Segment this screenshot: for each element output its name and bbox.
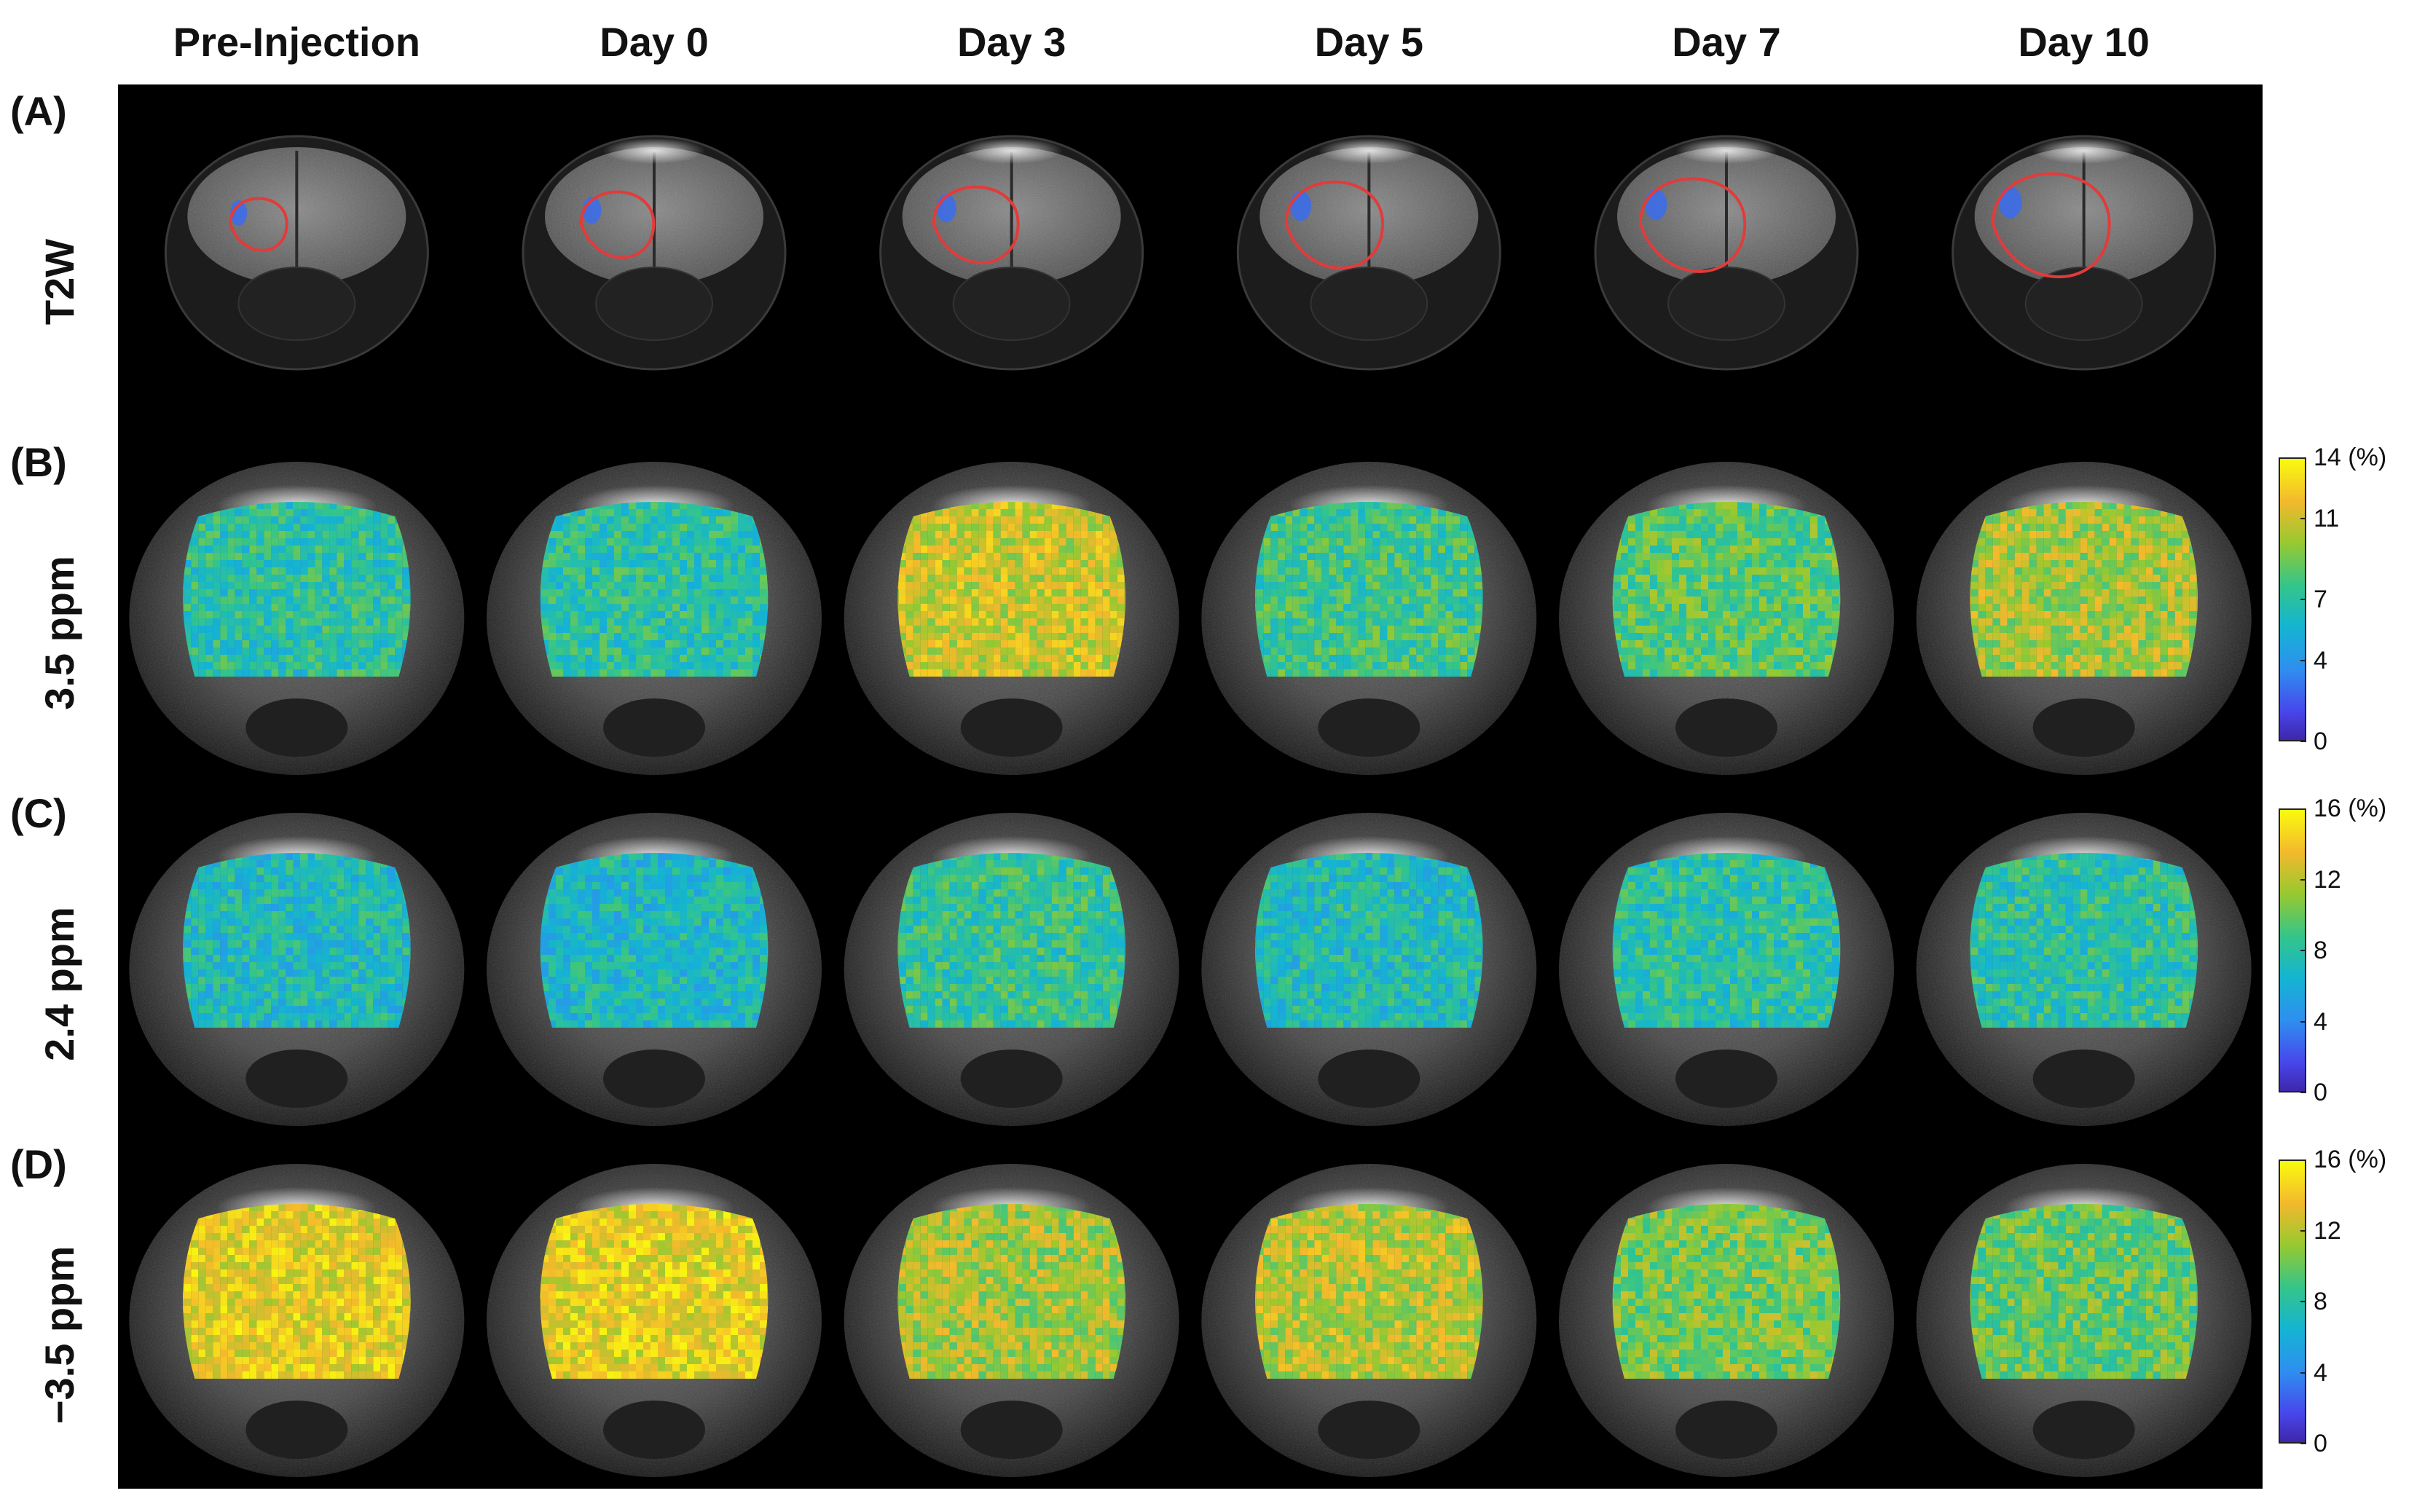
colorbar-tick-label: 8 — [2314, 1288, 2327, 1315]
colorbar-tick-label: 11 — [2314, 504, 2340, 532]
cest-map-overlay — [183, 853, 411, 1028]
cest-map-overlay — [1970, 853, 2198, 1028]
column-title-1: Day 0 — [600, 19, 709, 65]
colorbar-tick-mark — [2300, 741, 2306, 742]
colorbar-tick-mark — [2300, 1371, 2306, 1374]
colorbar-tick-label: 8 — [2314, 937, 2327, 964]
cest-map-overlay — [1255, 1204, 1483, 1379]
colorbar-tick-label: 0 — [2314, 728, 2327, 755]
mri-slice-r1-c4 — [1559, 462, 1894, 775]
column-title-4: Day 7 — [1672, 19, 1781, 65]
mri-slice-r3-c3 — [1201, 1164, 1537, 1477]
cest-map-overlay — [1255, 502, 1483, 677]
mri-slice-r2-c0 — [129, 813, 465, 1126]
row-label-2: 2.4 ppm — [36, 907, 82, 1061]
colorbar-tick-label: 4 — [2314, 646, 2327, 674]
mri-slice-r3-c0 — [129, 1164, 465, 1477]
colorbar-tick-mark — [2300, 1020, 2306, 1023]
cest-map-overlay — [1612, 853, 1841, 1028]
column-title-5: Day 10 — [2018, 19, 2150, 65]
panel-letter-2: (C) — [10, 790, 67, 836]
mri-slice-r3-c1 — [487, 1164, 822, 1477]
cest-map-overlay — [183, 502, 411, 677]
colorbar-tick-mark — [2300, 1301, 2306, 1302]
mri-slice-r2-c2 — [844, 813, 1179, 1126]
panel-letter-1: (B) — [10, 439, 67, 485]
mri-slice-r2-c5 — [1916, 813, 2252, 1126]
cest-map-overlay — [540, 853, 769, 1028]
colorbar-tick-mark — [2300, 517, 2306, 519]
colorbar-tick-mark — [2300, 950, 2306, 951]
colorbar-tick-label: 12 — [2314, 865, 2341, 894]
colorbar-tick-label: 0 — [2314, 1430, 2327, 1457]
mri-slice-r0-c2 — [879, 135, 1144, 371]
cest-map-overlay — [897, 1204, 1125, 1379]
column-title-3: Day 5 — [1314, 19, 1424, 65]
mri-slice-r1-c1 — [487, 462, 822, 775]
panel-letter-0: (A) — [10, 88, 67, 134]
mri-slice-r2-c1 — [487, 813, 822, 1126]
colorbar-tick-mark — [2300, 878, 2306, 881]
row-label-1: 3.5 ppm — [36, 556, 82, 710]
colorbar-tick-label: 4 — [2314, 1358, 2327, 1387]
mri-slice-r1-c0 — [129, 462, 465, 775]
montage-canvas — [129, 135, 2252, 1477]
colorbar-tick-mark — [2300, 659, 2306, 661]
mri-slice-r1-c5 — [1916, 462, 2252, 775]
mri-slice-r0-c3 — [1236, 135, 1501, 371]
mri-slice-r0-c4 — [1594, 135, 1859, 371]
mri-slice-r3-c2 — [844, 1164, 1179, 1477]
row-label-3: −3.5 ppm — [36, 1245, 82, 1425]
cest-map-overlay — [897, 502, 1125, 677]
cest-map-overlay — [540, 502, 769, 677]
cest-map-overlay — [540, 1204, 769, 1379]
colorbar-tick-mark — [2300, 599, 2306, 600]
cest-map-overlay — [1970, 1204, 2198, 1379]
panel-letter-3: (D) — [10, 1141, 67, 1187]
row-label-0: T2W — [36, 238, 82, 326]
colorbar-tick-label: 4 — [2314, 1007, 2327, 1036]
image-montage — [118, 84, 2263, 1489]
cest-map-overlay — [1255, 853, 1483, 1028]
cest-map-overlay — [1612, 502, 1841, 677]
cest-map-overlay — [897, 853, 1125, 1028]
cest-map-overlay — [1612, 1204, 1841, 1379]
colorbar-tick-label: 7 — [2314, 586, 2327, 613]
colorbar-tick-mark — [2300, 1229, 2306, 1232]
mri-slice-r1-c2 — [844, 462, 1179, 775]
colorbar-tick-mark — [2300, 1092, 2306, 1093]
mri-slice-r0-c0 — [164, 135, 429, 371]
mri-slice-r2-c3 — [1201, 813, 1537, 1126]
mri-slice-r2-c4 — [1559, 813, 1894, 1126]
colorbar-max-label-0: 14 (%) — [2314, 444, 2387, 471]
mri-slice-r1-c3 — [1201, 462, 1537, 775]
mri-slice-r0-c5 — [1952, 135, 2217, 371]
column-title-2: Day 3 — [956, 19, 1066, 65]
mri-slice-r0-c1 — [522, 135, 787, 371]
mri-slice-r3-c4 — [1559, 1164, 1894, 1477]
column-title-0: Pre-Injection — [173, 19, 420, 65]
colorbar-tick-mark — [2300, 1443, 2306, 1444]
colorbar-tick-label: 12 — [2314, 1216, 2341, 1245]
cest-map-overlay — [1970, 502, 2198, 677]
colorbar-tick-label: 0 — [2314, 1079, 2327, 1106]
colorbar-max-label-1: 16 (%) — [2314, 795, 2387, 822]
cest-map-overlay — [183, 1204, 411, 1379]
colorbar-max-label-2: 16 (%) — [2314, 1146, 2387, 1173]
mri-slice-r3-c5 — [1916, 1164, 2252, 1477]
